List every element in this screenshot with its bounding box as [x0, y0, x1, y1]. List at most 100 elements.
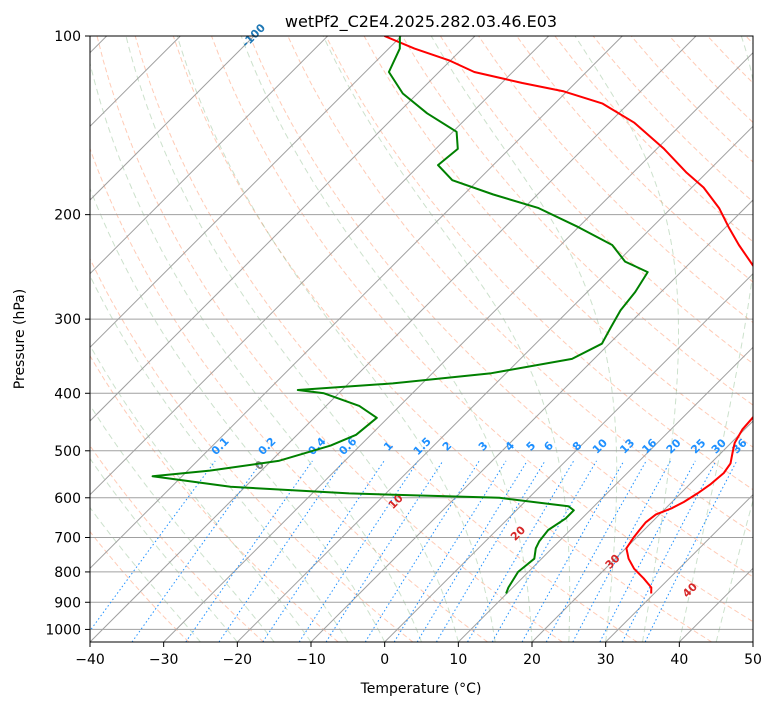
- dry-adiabat-line: [325, 36, 753, 491]
- moist-adiabat-label: 20: [508, 523, 528, 543]
- dry-adiabat-line: [90, 147, 488, 642]
- y-tick-label: 800: [54, 565, 81, 581]
- y-tick-label: 900: [54, 595, 81, 611]
- isotherm-line: [90, 36, 476, 422]
- isotherm-line: [90, 36, 623, 570]
- dry-adiabat-line: [669, 36, 753, 124]
- mixing-ratio-line: [521, 460, 625, 642]
- dry-adiabat-line: [90, 444, 264, 642]
- isotherm-line: [605, 493, 753, 642]
- isotherm-line: [90, 36, 697, 642]
- mixing-ratio-label: 0.2: [256, 435, 279, 458]
- mixing-ratio-line: [393, 460, 507, 642]
- x-tick-label: 50: [744, 652, 762, 668]
- dry-adiabat-line: [134, 36, 638, 642]
- mixing-ratio-line: [545, 460, 647, 642]
- x-axis-ticks: −40 −30 −20 −10 0 10 20 30 40 50: [75, 642, 762, 668]
- dry-adiabat-line: [592, 36, 753, 203]
- x-tick-label: −10: [296, 652, 326, 668]
- y-axis-ticks: 100 200 300 400 500 600 700 800 900 1000: [45, 29, 90, 638]
- mixing-ratio-label: 25: [688, 436, 708, 456]
- x-tick-label: −30: [149, 652, 179, 668]
- isotherm-line: [678, 567, 753, 642]
- moist-adiabat-line: [90, 274, 349, 642]
- mixing-ratio-label: 10: [590, 436, 610, 456]
- mixing-ratio-line: [416, 460, 528, 642]
- moist-adiabat-line: [176, 36, 496, 642]
- dry-adiabat-line: [249, 36, 753, 578]
- chart-title: wetPf2_C2E4.2025.282.03.46.E03: [285, 12, 557, 32]
- dry-adiabat-line: [707, 36, 753, 84]
- isotherm-line: [384, 272, 753, 642]
- moist-adiabat-line: [715, 498, 753, 642]
- dry-adiabat-line: [554, 36, 753, 243]
- x-tick-label: −40: [75, 652, 105, 668]
- x-tick-label: 40: [670, 652, 688, 668]
- y-tick-label: 400: [54, 386, 81, 402]
- y-tick-label: 200: [54, 208, 81, 224]
- y-tick-label: 700: [54, 531, 81, 547]
- moist-adiabat-line: [90, 457, 238, 642]
- mixing-ratio-line: [467, 460, 575, 642]
- mixing-ratio-line: [599, 460, 696, 642]
- mixing-ratio-label: 3: [476, 439, 491, 454]
- moist-adiabat-line: [90, 344, 312, 642]
- mixing-ratio-label: 1: [381, 439, 396, 454]
- isotherm-line: [90, 36, 329, 275]
- isotherm-line: [163, 51, 753, 642]
- isotherm-line: [90, 36, 255, 201]
- x-tick-label: 30: [597, 652, 615, 668]
- dry-adiabat-line: [172, 36, 712, 642]
- moist-adiabat-label: 0: [252, 458, 267, 473]
- background-lines: [90, 36, 753, 642]
- moist-adiabat-line: [678, 36, 753, 642]
- mixing-ratio-label: 8: [570, 439, 585, 454]
- dry-adiabat-line: [211, 36, 753, 623]
- dry-adiabat-line: [745, 36, 753, 45]
- mixing-ratio-line: [325, 460, 444, 642]
- plot-frame: [89, 35, 754, 643]
- moist-adiabat-line: [90, 187, 386, 642]
- x-axis-label: Temperature (°C): [360, 681, 482, 697]
- dry-adiabat-line: [90, 354, 339, 642]
- profile-series-line: [151, 36, 649, 594]
- x-tick-label: 20: [523, 652, 541, 668]
- isotherm-line: [236, 125, 753, 642]
- mixing-ratio-label: 13: [617, 436, 637, 456]
- mixing-ratio-label: 1.5: [411, 435, 434, 458]
- moist-adiabat-line: [574, 36, 679, 642]
- y-tick-label: 500: [54, 444, 81, 460]
- isotherm-line: [531, 420, 753, 642]
- mixing-ratio-label: 4: [503, 439, 518, 454]
- mixing-ratio-label: 0.1: [209, 435, 232, 458]
- mixing-ratio-line: [90, 460, 216, 632]
- mixing-ratio-line: [644, 460, 738, 642]
- profile-series-line: [384, 36, 753, 594]
- y-tick-label: 300: [54, 312, 81, 328]
- dry-adiabat-line: [90, 530, 190, 642]
- mixing-ratio-line: [491, 460, 597, 642]
- dry-adiabat-line: [439, 36, 753, 365]
- dry-adiabat-line: [363, 36, 753, 448]
- mixing-ratio-label: 20: [664, 436, 684, 456]
- moist-adiabat-line: [90, 506, 201, 642]
- mixing-ratio-label: 2: [440, 439, 455, 454]
- isotherm-line: [90, 36, 550, 496]
- isotherm-line: [90, 36, 402, 349]
- dry-adiabat-line: [96, 36, 563, 642]
- dry-adiabat-line: [90, 257, 414, 642]
- mixing-ratio-line: [131, 460, 263, 642]
- mixing-ratio-label: 5: [524, 439, 539, 454]
- moist-adiabat-line: [125, 36, 459, 642]
- isotherm-line: [457, 346, 753, 642]
- moist-adiabat-line: [90, 61, 422, 642]
- mixing-ratio-line: [621, 460, 717, 642]
- y-tick-label: 600: [54, 491, 81, 507]
- moist-adiabat-line: [322, 36, 571, 642]
- dry-adiabat-line: [516, 36, 753, 283]
- x-tick-label: −20: [223, 652, 253, 668]
- mixing-ratio-label: 16: [639, 436, 659, 456]
- mixing-ratio-line: [262, 460, 385, 642]
- isotherm-line: [752, 641, 753, 642]
